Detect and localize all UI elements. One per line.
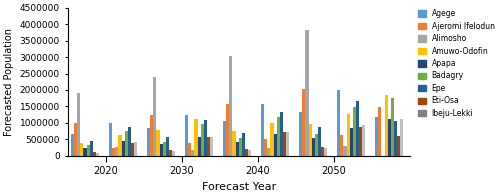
Bar — [318, 127, 321, 156]
Bar — [150, 115, 154, 156]
Bar — [71, 134, 74, 156]
Bar — [188, 143, 192, 156]
Bar — [384, 95, 388, 156]
Bar — [268, 148, 270, 156]
Bar — [112, 148, 115, 156]
Bar — [245, 149, 248, 156]
Bar — [359, 127, 362, 156]
Bar — [346, 114, 350, 156]
Bar — [261, 104, 264, 156]
Bar — [128, 127, 131, 156]
Bar — [109, 123, 112, 156]
Bar — [93, 152, 96, 156]
Bar — [321, 147, 324, 156]
Bar — [204, 120, 207, 156]
Bar — [166, 137, 169, 156]
Bar — [378, 107, 382, 156]
Bar — [362, 125, 366, 156]
Legend: Agege, Ajeromi Ifelodun, Alimosho, Amuwo-Odofin, Apapa, Badagry, Epe, Eti-Osa, I: Agege, Ajeromi Ifelodun, Alimosho, Amuwo… — [417, 8, 496, 119]
Bar — [90, 141, 93, 156]
Bar — [122, 141, 124, 156]
Bar — [299, 112, 302, 156]
Bar — [350, 128, 353, 156]
Bar — [280, 112, 283, 156]
Bar — [84, 148, 86, 156]
Bar — [232, 131, 235, 156]
Bar — [340, 135, 344, 156]
Bar — [324, 148, 328, 156]
Bar — [147, 128, 150, 156]
X-axis label: Forecast Year: Forecast Year — [202, 182, 276, 192]
Bar — [315, 134, 318, 156]
Bar — [198, 137, 200, 156]
Bar — [242, 133, 245, 156]
Bar — [223, 121, 226, 156]
Bar — [344, 146, 346, 156]
Bar — [308, 124, 312, 156]
Bar — [86, 145, 90, 156]
Bar — [264, 139, 268, 156]
Bar — [270, 123, 274, 156]
Bar — [277, 117, 280, 156]
Bar — [118, 135, 122, 156]
Bar — [312, 138, 315, 156]
Bar — [400, 119, 404, 156]
Bar — [394, 121, 397, 156]
Bar — [248, 150, 252, 156]
Bar — [162, 142, 166, 156]
Bar — [356, 101, 359, 156]
Bar — [134, 142, 137, 156]
Bar — [77, 93, 80, 156]
Bar — [210, 137, 214, 156]
Y-axis label: Forecasted Population: Forecasted Population — [4, 28, 14, 136]
Bar — [131, 143, 134, 156]
Bar — [200, 124, 204, 156]
Bar — [156, 130, 160, 156]
Bar — [302, 89, 306, 156]
Bar — [74, 123, 77, 156]
Bar — [185, 115, 188, 156]
Bar — [154, 77, 156, 156]
Bar — [375, 117, 378, 156]
Bar — [353, 107, 356, 156]
Bar — [96, 153, 99, 156]
Bar — [236, 142, 238, 156]
Bar — [286, 132, 290, 156]
Bar — [230, 56, 232, 156]
Bar — [169, 150, 172, 156]
Bar — [207, 137, 210, 156]
Bar — [80, 143, 84, 156]
Bar — [160, 144, 162, 156]
Bar — [226, 104, 230, 156]
Bar — [194, 119, 198, 156]
Bar — [238, 138, 242, 156]
Bar — [124, 132, 128, 156]
Bar — [306, 30, 308, 156]
Bar — [337, 90, 340, 156]
Bar — [397, 136, 400, 156]
Bar — [172, 151, 175, 156]
Bar — [274, 134, 277, 156]
Bar — [115, 147, 118, 156]
Bar — [192, 150, 194, 156]
Bar — [388, 119, 391, 156]
Bar — [391, 98, 394, 156]
Bar — [283, 132, 286, 156]
